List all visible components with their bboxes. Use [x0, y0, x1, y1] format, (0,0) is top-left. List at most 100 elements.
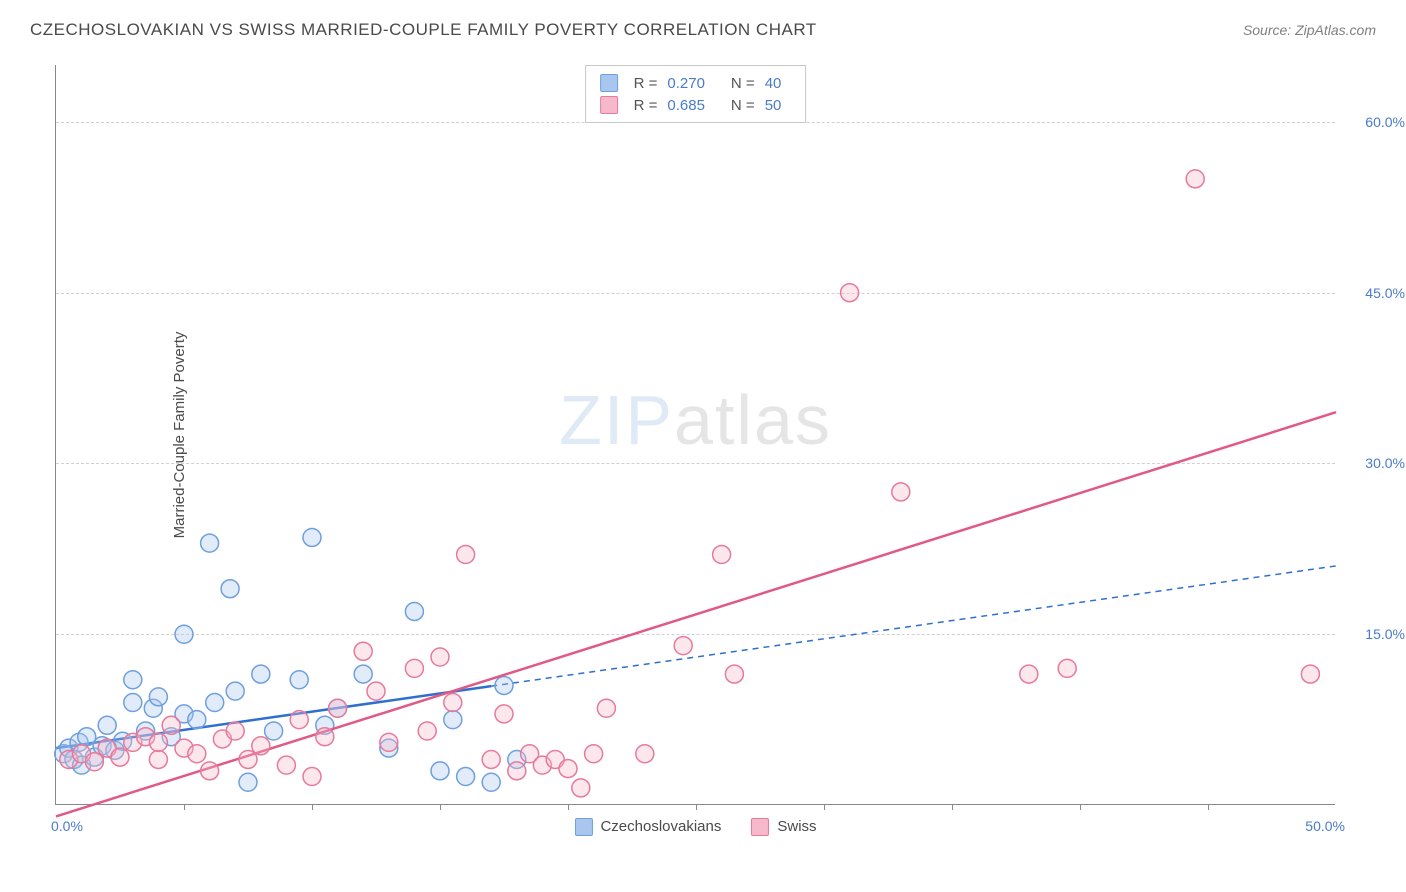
- data-point: [674, 637, 692, 655]
- data-point: [201, 762, 219, 780]
- data-point: [1058, 659, 1076, 677]
- y-tick-label: 30.0%: [1365, 455, 1405, 471]
- data-point: [188, 711, 206, 729]
- data-point: [495, 705, 513, 723]
- legend-label: Czechoslovakians: [600, 818, 721, 835]
- x-tick: [184, 804, 185, 810]
- x-tick: [696, 804, 697, 810]
- series-legend: Czechoslovakians Swiss: [574, 818, 816, 836]
- data-point: [85, 753, 103, 771]
- data-point: [162, 716, 180, 734]
- legend-item: Czechoslovakians: [574, 818, 721, 836]
- legend-swatch: [600, 96, 618, 114]
- legend-swatch: [574, 818, 592, 836]
- legend-item: Swiss: [751, 818, 816, 836]
- data-point: [252, 665, 270, 683]
- r-label: R =: [634, 97, 658, 114]
- r-value: 0.685: [667, 97, 705, 114]
- data-point: [303, 768, 321, 786]
- data-point: [149, 750, 167, 768]
- data-point: [239, 750, 257, 768]
- data-point: [367, 682, 385, 700]
- data-point: [713, 546, 731, 564]
- data-point: [226, 722, 244, 740]
- legend-swatch: [751, 818, 769, 836]
- data-point: [149, 733, 167, 751]
- stats-legend: R = 0.270 N = 40 R = 0.685 N = 50: [585, 65, 807, 123]
- y-tick-label: 45.0%: [1365, 285, 1405, 301]
- data-point: [482, 750, 500, 768]
- data-point: [1186, 170, 1204, 188]
- data-point: [405, 659, 423, 677]
- y-tick-label: 15.0%: [1365, 626, 1405, 642]
- data-point: [252, 737, 270, 755]
- data-point: [585, 745, 603, 763]
- data-point: [1301, 665, 1319, 683]
- data-point: [508, 762, 526, 780]
- data-point: [277, 756, 295, 774]
- x-tick: [312, 804, 313, 810]
- stats-legend-row: R = 0.685 N = 50: [600, 94, 792, 116]
- data-point: [124, 694, 142, 712]
- x-axis-min-label: 0.0%: [51, 818, 83, 834]
- data-point: [290, 711, 308, 729]
- data-point: [444, 694, 462, 712]
- data-point: [206, 694, 224, 712]
- data-point: [265, 722, 283, 740]
- data-point: [431, 762, 449, 780]
- data-point: [221, 580, 239, 598]
- data-point: [418, 722, 436, 740]
- data-point: [354, 665, 372, 683]
- data-point: [431, 648, 449, 666]
- data-point: [124, 671, 142, 689]
- x-tick: [952, 804, 953, 810]
- n-value: 50: [765, 97, 782, 114]
- data-point: [188, 745, 206, 763]
- chart-plot-area: Married-Couple Family Poverty ZIPatlas 1…: [55, 65, 1335, 805]
- data-point: [98, 716, 116, 734]
- y-tick-label: 60.0%: [1365, 114, 1405, 130]
- data-point: [597, 699, 615, 717]
- x-tick: [440, 804, 441, 810]
- data-point: [290, 671, 308, 689]
- data-point: [303, 528, 321, 546]
- data-point: [482, 773, 500, 791]
- data-point: [841, 284, 859, 302]
- stats-legend-row: R =0.270N =40: [600, 72, 792, 94]
- data-point: [175, 625, 193, 643]
- data-point: [111, 748, 129, 766]
- r-label: R =: [634, 75, 658, 92]
- data-point: [329, 699, 347, 717]
- source-attribution: Source: ZipAtlas.com: [1243, 22, 1376, 38]
- data-point: [149, 688, 167, 706]
- chart-title: CZECHOSLOVAKIAN VS SWISS MARRIED-COUPLE …: [30, 20, 817, 40]
- x-tick: [1208, 804, 1209, 810]
- x-axis-max-label: 50.0%: [1305, 818, 1345, 834]
- scatter-plot-svg: [56, 65, 1335, 804]
- data-point: [316, 728, 334, 746]
- legend-label: Swiss: [777, 818, 816, 835]
- data-point: [1020, 665, 1038, 683]
- data-point: [405, 602, 423, 620]
- data-point: [239, 773, 257, 791]
- legend-swatch: [600, 74, 618, 92]
- data-point: [636, 745, 654, 763]
- data-point: [226, 682, 244, 700]
- data-point: [559, 760, 577, 778]
- n-label: N =: [731, 97, 755, 114]
- data-point: [354, 642, 372, 660]
- data-point: [380, 733, 398, 751]
- data-point: [444, 711, 462, 729]
- x-tick: [824, 804, 825, 810]
- n-value: 40: [765, 75, 782, 92]
- data-point: [495, 676, 513, 694]
- data-point: [572, 779, 590, 797]
- r-value: 0.270: [667, 75, 705, 92]
- data-point: [201, 534, 219, 552]
- data-point: [457, 546, 475, 564]
- data-point: [457, 768, 475, 786]
- x-tick: [1080, 804, 1081, 810]
- data-point: [892, 483, 910, 501]
- x-tick: [568, 804, 569, 810]
- data-point: [725, 665, 743, 683]
